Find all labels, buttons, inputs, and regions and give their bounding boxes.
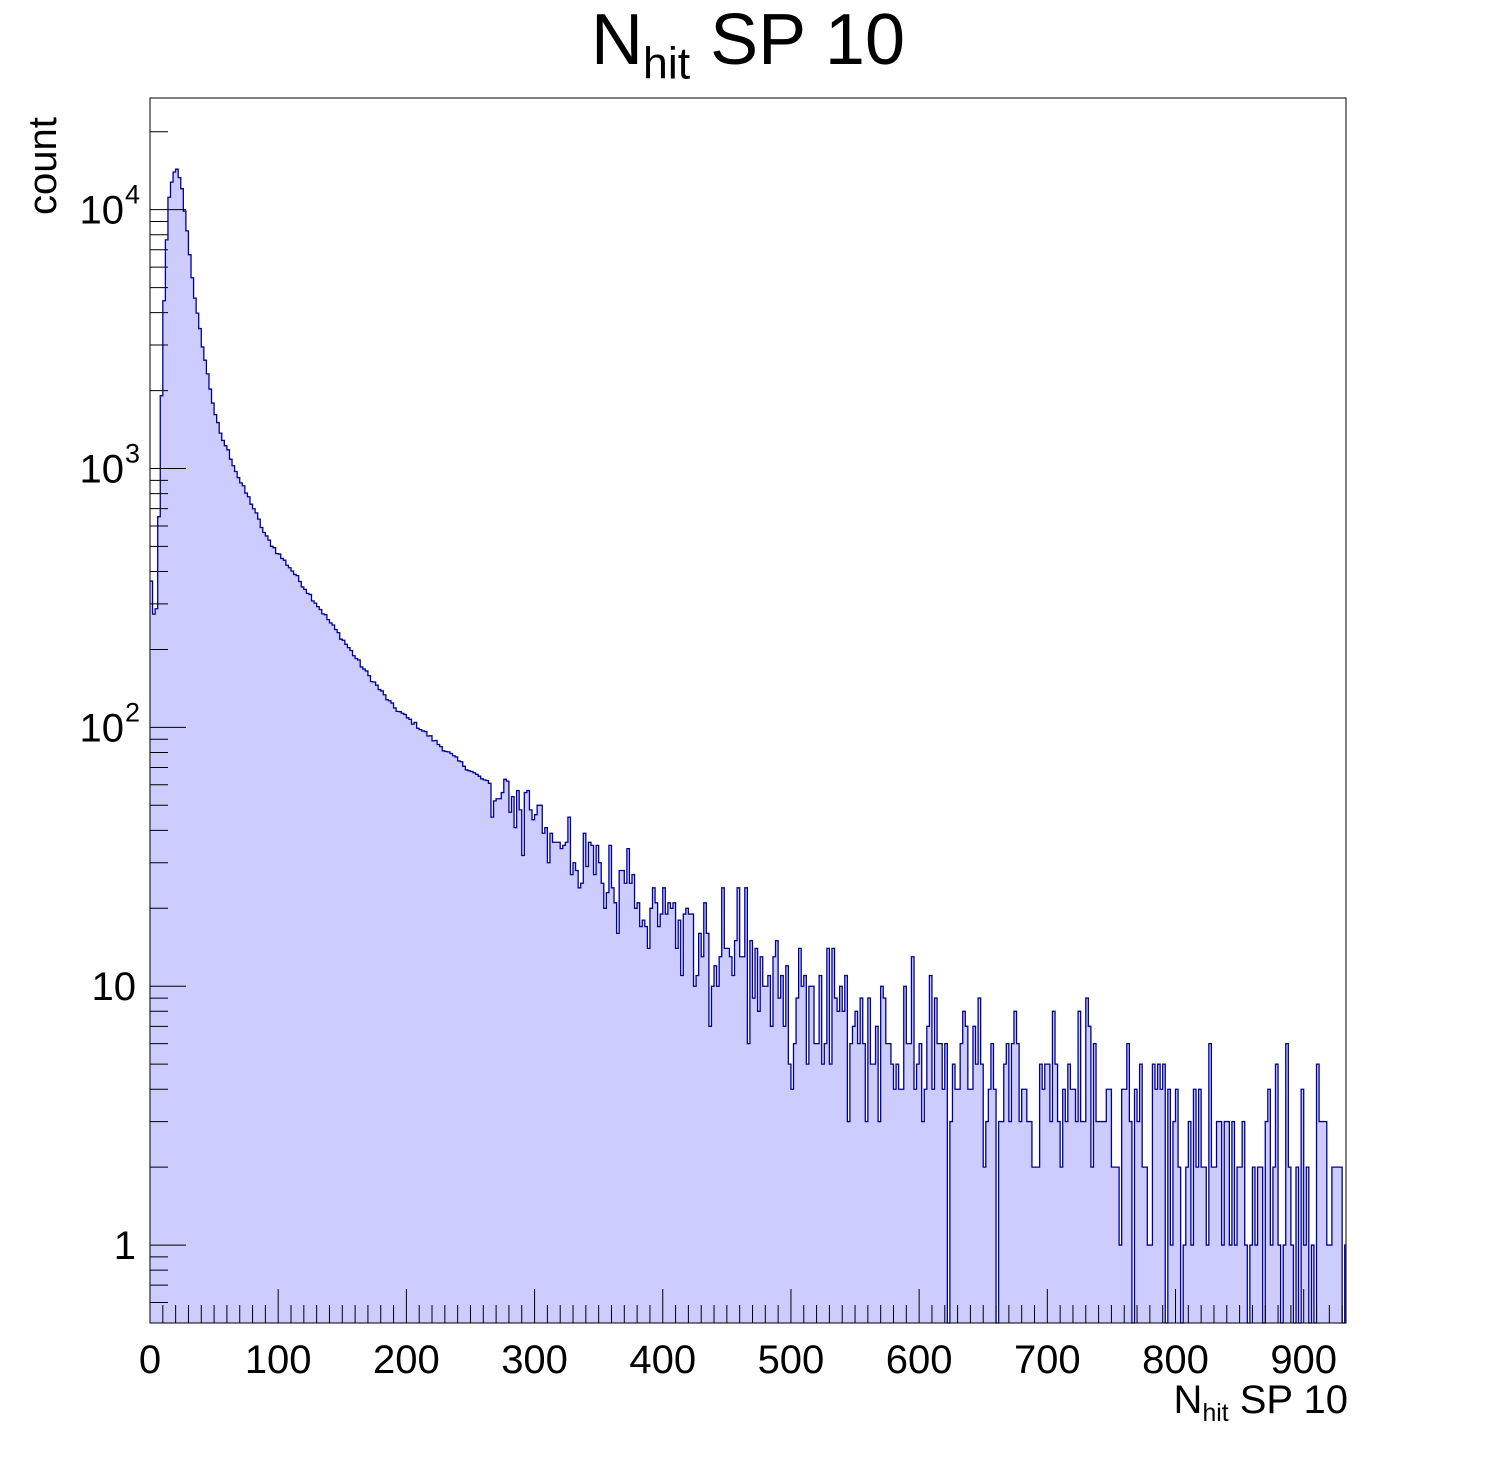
x-tick-label: 0 [139, 1338, 161, 1382]
y-axis-label: count [21, 117, 65, 215]
plot-frame [149, 97, 1347, 1324]
x-axis-label-rest: SP 10 [1228, 1378, 1348, 1422]
x-tick-label: 900 [1270, 1338, 1337, 1382]
y-tick-exponent: 3 [125, 439, 140, 469]
chart-title: Nhit SP 10 [0, 4, 1496, 87]
y-tick-label: 10 [80, 189, 125, 233]
y-tick-exponent: 4 [125, 180, 140, 210]
x-tick-label: 400 [629, 1338, 696, 1382]
x-tick-label: 200 [373, 1338, 440, 1382]
x-tick-label: 600 [886, 1338, 953, 1382]
chart-title-rest: SP 10 [690, 0, 905, 80]
y-tick-label: 1 [114, 1224, 136, 1268]
x-axis-label: Nhit SP 10 [1174, 1380, 1348, 1427]
chart-title-subscript: hit [643, 39, 691, 89]
histogram-fill [150, 169, 1346, 1324]
histogram-outline [150, 168, 1346, 1324]
x-axis-label-subscript: hit [1202, 1399, 1229, 1427]
y-tick-exponent: 2 [125, 697, 140, 727]
y-tick-label: 10 [92, 965, 137, 1009]
x-axis-label-main: N [1173, 1378, 1203, 1422]
y-tick-label: 10 [80, 448, 125, 492]
x-tick-label: 300 [501, 1338, 568, 1382]
y-tick-label: 10 [80, 706, 125, 750]
chart-title-main: N [591, 0, 643, 80]
x-tick-label: 700 [1014, 1338, 1081, 1382]
x-tick-label: 100 [245, 1338, 312, 1382]
histogram-layer [150, 168, 1346, 1324]
x-tick-label: 500 [758, 1338, 825, 1382]
x-tick-label: 800 [1142, 1338, 1209, 1382]
